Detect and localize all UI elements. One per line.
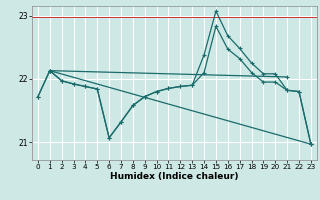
X-axis label: Humidex (Indice chaleur): Humidex (Indice chaleur)	[110, 172, 239, 181]
